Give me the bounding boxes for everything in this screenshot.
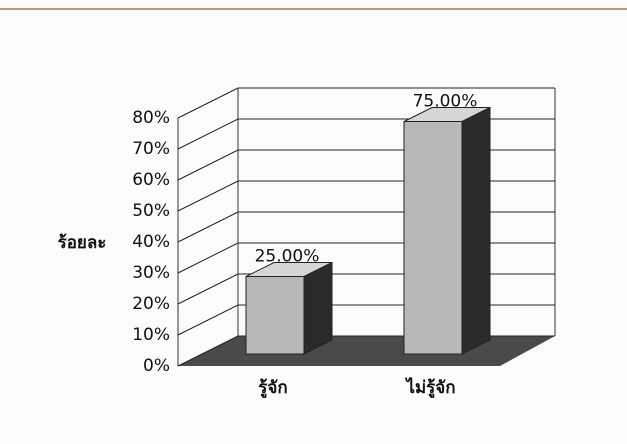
- bar: [245, 261, 333, 355]
- floor: [178, 336, 555, 366]
- y-tick-label: 0%: [143, 356, 170, 376]
- x-tick-label: รู้จัก: [258, 378, 287, 399]
- value-label: 25.00%: [255, 247, 320, 267]
- bar-top: [245, 262, 333, 277]
- x-tick-label: ไม่รู้จัก: [404, 377, 455, 399]
- bar-side: [461, 106, 491, 355]
- bar-front: [403, 121, 463, 355]
- grid-line: [177, 87, 555, 119]
- y-axis-label: ร้อยละ: [58, 233, 107, 253]
- y-tick-label: 80%: [132, 108, 170, 128]
- y-tick-label: 60%: [132, 170, 170, 190]
- value-label: 75.00%: [413, 92, 478, 112]
- bar-top: [403, 107, 491, 122]
- y-tick-label: 30%: [132, 263, 170, 283]
- bar-side: [303, 261, 333, 355]
- y-tick-label: 50%: [132, 201, 170, 221]
- y-tick-label: 20%: [132, 294, 170, 314]
- y-tick-label: 40%: [132, 232, 170, 252]
- y-tick-label: 70%: [132, 139, 170, 159]
- bar: [403, 106, 491, 355]
- bar-front: [245, 276, 305, 355]
- y-tick-label: 10%: [132, 325, 170, 345]
